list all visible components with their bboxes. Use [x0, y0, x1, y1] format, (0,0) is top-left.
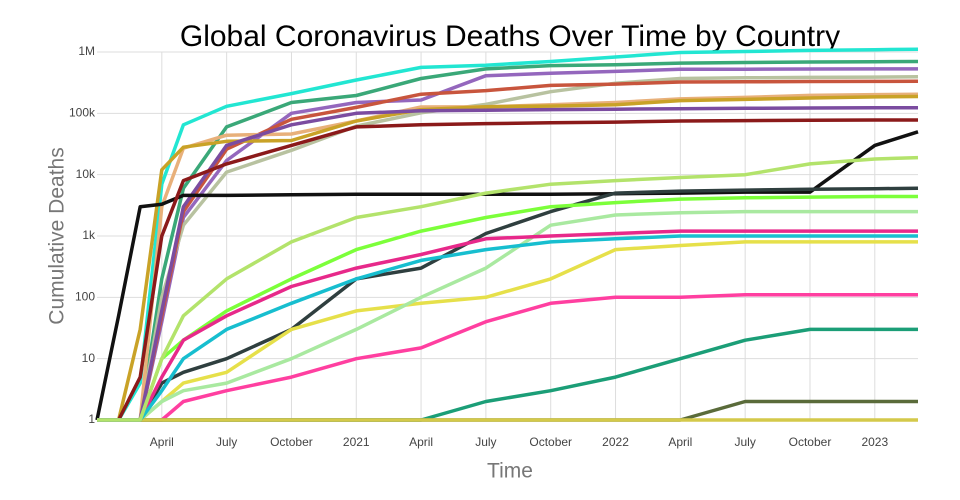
y-tick-label: 1k	[82, 228, 96, 242]
y-tick-label: 100	[75, 290, 95, 304]
x-tick-label: October	[529, 435, 572, 449]
series-line	[97, 59, 919, 422]
series-line	[97, 47, 919, 422]
x-tick-label: July	[475, 435, 496, 449]
x-tick-label: 2023	[861, 435, 888, 449]
y-tick-label: 10k	[76, 167, 96, 181]
series-line	[97, 74, 919, 422]
x-tick-label: July	[216, 435, 237, 449]
x-tick-label: April	[150, 435, 174, 449]
y-tick-label: 10	[82, 351, 96, 365]
series-line	[97, 209, 918, 422]
series-line	[97, 399, 918, 422]
series-line	[95, 130, 919, 421]
series-line	[97, 234, 918, 422]
x-tick-label: October	[789, 435, 832, 449]
x-tick-label: April	[409, 435, 433, 449]
x-axis-title: Time	[487, 460, 533, 483]
x-tick-label: October	[270, 435, 313, 449]
series-line	[97, 186, 919, 422]
y-tick-label: 1	[88, 412, 95, 426]
series-line	[97, 155, 919, 422]
series-line	[97, 79, 919, 422]
y-axis-title: Cumulative Deaths	[46, 147, 69, 324]
plot-area	[95, 47, 919, 422]
series-line	[97, 229, 918, 422]
x-tick-label: April	[668, 435, 692, 449]
y-tick-label: 100k	[69, 106, 96, 120]
y-tick-label: 1M	[78, 44, 95, 58]
x-tick-label: July	[734, 435, 755, 449]
series-line	[97, 106, 918, 422]
series-line	[97, 118, 918, 422]
x-tick-label: 2022	[602, 435, 629, 449]
chart-title: Global Coronavirus Deaths Over Time by C…	[180, 20, 840, 53]
x-tick-label: 2021	[343, 435, 370, 449]
series-line	[97, 94, 919, 422]
